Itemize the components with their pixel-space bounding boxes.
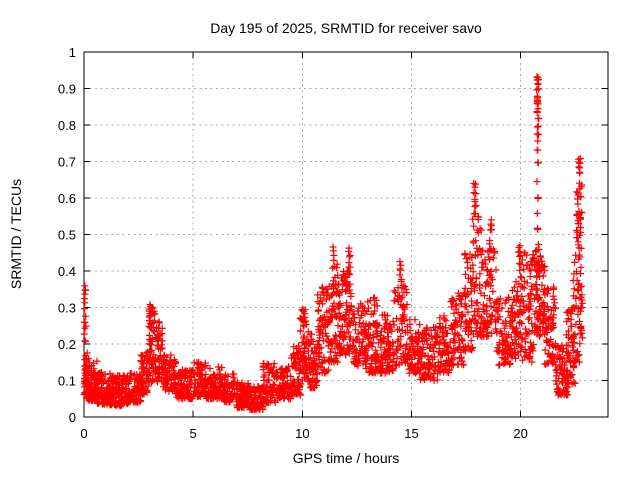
y-tick-label: 0.1 [58, 374, 76, 389]
y-tick-label: 1 [69, 45, 76, 60]
tick-labels: 00.10.20.30.40.50.60.70.80.910 5 10 15 20 [58, 45, 528, 441]
y-tick-label: 0.2 [58, 337, 76, 352]
y-tick-label: 0.4 [58, 264, 76, 279]
plot-border [83, 51, 609, 418]
y-tick-label: 0.9 [58, 82, 76, 97]
data-points [80, 73, 586, 414]
y-tick-label: 0.7 [58, 155, 76, 170]
x-axis-title: GPS time / hours [293, 450, 400, 466]
x-tick-label: 5 [190, 426, 197, 441]
chart-title: Day 195 of 2025, SRMTID for receiver sav… [210, 20, 482, 36]
x-tick-label: 15 [404, 426, 418, 441]
x-tick-label: 0 [80, 426, 87, 441]
y-tick-label: 0 [69, 410, 76, 425]
x-tick-label: 20 [513, 426, 527, 441]
y-axis-title: SRMTID / TECUs [8, 179, 24, 289]
y-tick-label: 0.3 [58, 301, 76, 316]
y-tick-label: 0.8 [58, 118, 76, 133]
y-tick-label: 0.6 [58, 191, 76, 206]
x-tick-label: 10 [295, 426, 309, 441]
y-tick-label: 0.5 [58, 228, 76, 243]
